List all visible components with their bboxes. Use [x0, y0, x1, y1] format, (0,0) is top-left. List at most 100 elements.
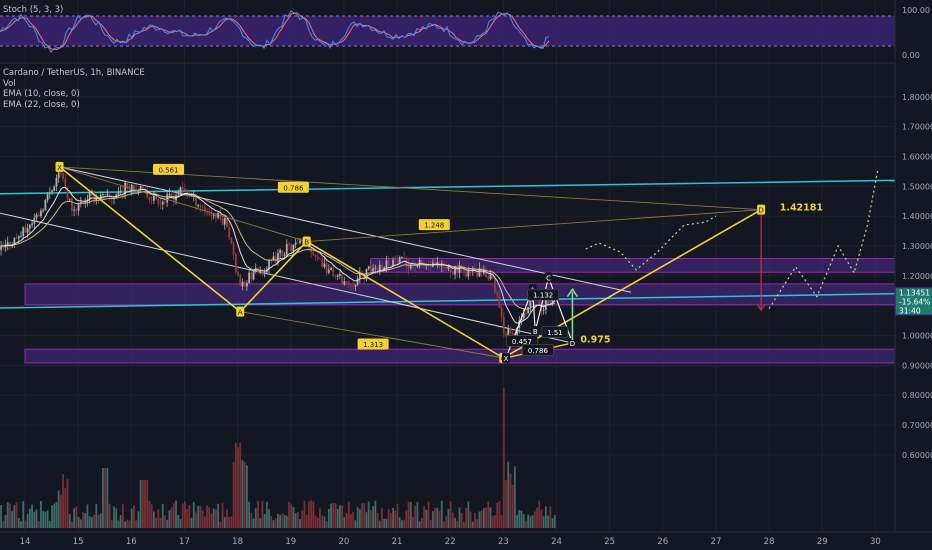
candle-body	[385, 260, 388, 268]
volume-bar	[296, 512, 299, 528]
price-label-1: 0.975	[580, 335, 610, 346]
volume-bar	[474, 512, 476, 528]
projection-path-2[interactable]	[768, 168, 879, 309]
candle-body	[383, 267, 386, 271]
volume-bar	[365, 512, 368, 528]
price-axis[interactable]	[895, 0, 932, 550]
stoch-legend[interactable]: Stoch (5, 3, 3)	[3, 5, 64, 15]
volume-bar	[42, 510, 45, 528]
candle-body	[374, 267, 377, 269]
candle-body	[82, 201, 84, 204]
stoch-panel[interactable]	[0, 10, 895, 53]
point-d-box	[757, 204, 766, 215]
candle-body	[312, 251, 315, 255]
candle-body	[478, 268, 481, 277]
volume-bar	[347, 501, 350, 528]
candle-body	[252, 270, 255, 280]
candle-body	[389, 265, 392, 267]
candle-body	[37, 214, 40, 217]
volume-bar	[144, 480, 146, 528]
volume-bar	[31, 504, 33, 528]
candle-body	[55, 177, 58, 187]
zone-2[interactable]	[24, 348, 896, 364]
candle-body	[392, 259, 394, 267]
last-price-badge: 1.13451-15.64%31:40	[895, 287, 932, 316]
channel-lower[interactable]	[0, 292, 896, 309]
volume-bar	[40, 500, 42, 528]
volume-bar	[15, 502, 18, 528]
volume-bar	[17, 517, 20, 528]
candle-body	[529, 296, 532, 307]
volume-bar	[440, 500, 443, 528]
candle-body	[24, 227, 27, 233]
candle-body	[155, 194, 158, 200]
volume-bar	[330, 503, 332, 528]
volume-bar	[228, 516, 231, 528]
volume-bar	[4, 514, 7, 528]
volume-bar	[542, 516, 545, 528]
candle-body	[168, 194, 171, 195]
candle-body	[319, 258, 321, 260]
candle-body	[376, 267, 379, 271]
volume-bar	[219, 521, 222, 528]
symbol-title[interactable]: Cardano / TetherUS, 1h, BINANCE	[3, 68, 145, 78]
ratio-box-5	[527, 288, 560, 301]
volume-bar	[175, 500, 177, 528]
volume-bar	[274, 518, 277, 528]
channel-upper[interactable]	[0, 179, 896, 195]
volume-bar	[383, 518, 386, 528]
candle-body	[445, 266, 448, 270]
candle-body	[429, 265, 432, 267]
candle-body	[108, 193, 111, 198]
candle-body	[476, 271, 479, 277]
volume-bar	[93, 514, 95, 528]
time-axis[interactable]	[0, 532, 932, 550]
stoch-band	[0, 16, 895, 46]
candle-body	[290, 244, 293, 252]
candle-body	[57, 172, 60, 178]
candle-body	[28, 224, 31, 229]
stoch-tick-0: 0.00	[902, 51, 920, 60]
volume-bar	[155, 517, 158, 528]
candle-body	[509, 328, 512, 334]
small-point-b-box	[531, 326, 540, 337]
wedge-lower[interactable]	[0, 212, 573, 344]
indicator-ema-22[interactable]: EMA (22, close, 0)	[3, 99, 80, 110]
volume-bar	[190, 517, 193, 528]
projection-path[interactable]	[566, 168, 879, 340]
candle-body	[372, 268, 375, 272]
volume-bar	[354, 520, 357, 528]
volume-bar	[277, 513, 279, 528]
ratio-line-bd	[306, 209, 762, 242]
volume-bar	[389, 513, 392, 528]
candle-body	[234, 254, 237, 273]
harmonic-pattern[interactable]: XABCDXABCD	[55, 161, 766, 363]
candle-body	[405, 257, 408, 265]
volume-bar	[166, 519, 169, 528]
candle-body	[381, 264, 383, 271]
volume-bar	[259, 518, 262, 528]
volume-bar	[420, 517, 423, 528]
time-axis-labels: 14 15 16 17 18 19 20 21 22 23 24 25 26 27 28 29 30	[20, 537, 881, 547]
candle-body	[206, 211, 208, 213]
time-tick-19: 19	[285, 537, 296, 547]
small-point-c-label: C	[546, 274, 551, 282]
trend-channel[interactable]	[0, 166, 896, 344]
volume-bar	[146, 480, 149, 528]
candle-body	[277, 253, 279, 263]
candle-body	[308, 246, 310, 248]
volume-bar	[230, 516, 233, 528]
indicator-vol[interactable]: Vol	[3, 78, 16, 89]
candle-body	[398, 257, 401, 263]
projection-path-1[interactable]	[585, 215, 717, 271]
volume-bar	[288, 501, 290, 528]
candle-body	[491, 274, 494, 279]
wedge-upper[interactable]	[59, 166, 632, 293]
small-point-d-box	[568, 337, 577, 348]
zone-1[interactable]	[24, 283, 896, 306]
indicator-ema-10[interactable]: EMA (10, close, 0)	[3, 89, 80, 99]
volume-bar	[212, 508, 215, 528]
candle-body	[20, 235, 22, 237]
volume-bar	[505, 480, 507, 528]
